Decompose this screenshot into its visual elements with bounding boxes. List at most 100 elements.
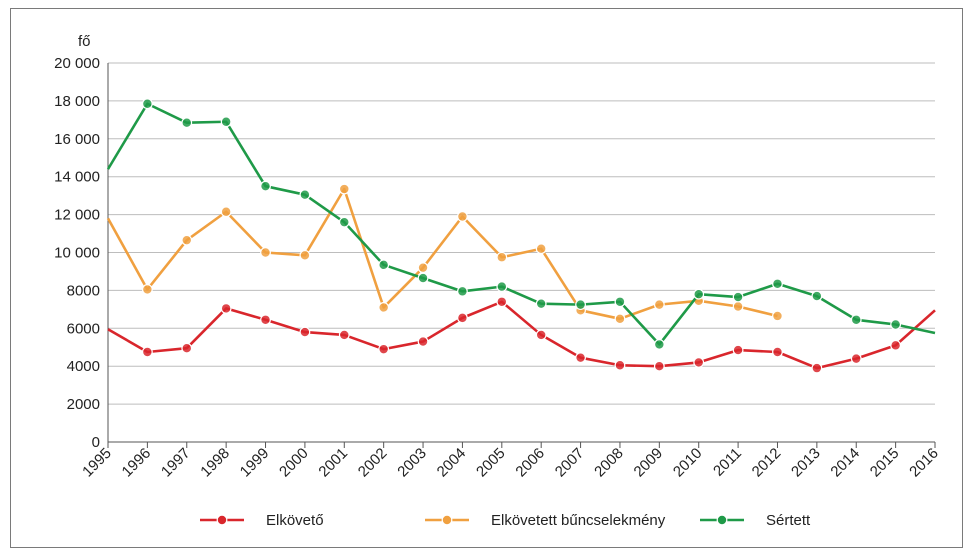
data-point [378,343,390,355]
x-tick-label: 1996 [119,445,155,481]
data-point [220,303,232,314]
data-point [653,339,665,350]
y-tick-label: 20 000 [54,55,100,72]
data-point [693,288,705,300]
legend-item: Elkövető [200,512,324,529]
x-tick-label: 2004 [434,445,470,481]
y-axis-unit-label: fő [78,33,91,50]
data-point [141,346,153,358]
series-line [107,300,936,370]
y-tick-label: 4000 [67,358,100,375]
data-point [496,251,508,263]
data-point [732,291,744,303]
data-point [378,259,390,271]
data-point [614,296,626,308]
x-tick-label: 2000 [276,445,312,481]
series-1 [107,296,936,374]
y-tick-label: 12 000 [54,207,100,224]
data-point [614,359,626,371]
data-point [417,262,429,274]
y-tick-label: 18 000 [54,93,100,110]
data-point [260,180,271,192]
legend-swatch-marker [716,514,728,526]
data-point [496,296,508,308]
data-point [457,211,468,222]
data-point [299,326,311,338]
data-point [457,285,468,297]
data-point [535,243,547,255]
data-point [811,362,823,374]
data-point [417,272,429,284]
data-point [299,249,311,261]
legend-label: Elkövetett bűncselekmény [491,512,666,529]
data-point [299,189,311,201]
data-point [141,284,153,295]
data-point [890,339,902,351]
legend: Elkövető Elkövetett bűncselekmény Sértett [200,512,811,529]
legend-item: Sértett [700,512,811,529]
y-tick-label: 2000 [67,396,100,413]
x-tick-label: 2013 [788,445,824,481]
data-point [220,206,232,218]
x-tick-label: 2006 [512,445,548,481]
legend-label: Sértett [766,512,811,529]
data-point [417,336,429,347]
data-point [732,344,744,356]
x-tick-label: 2014 [827,445,863,481]
data-point [811,290,823,302]
x-tick-label: 2003 [394,445,430,481]
data-point [338,216,350,228]
data-point [338,329,350,341]
chart-frame [10,8,963,548]
gridlines [108,62,935,405]
legend-item: Elkövetett bűncselekmény [425,512,666,529]
y-tick-label: 16 000 [54,131,100,148]
data-point [772,278,783,290]
data-point [693,357,705,368]
x-tick-label: 1997 [158,445,194,481]
data-point [850,353,862,365]
data-point [181,234,193,246]
x-tick-label: 1998 [197,445,233,481]
y-tick-label: 6000 [67,320,100,337]
legend-label: Elkövető [266,512,324,529]
x-tick-label: 2001 [315,445,351,481]
legend-swatch-marker [216,514,228,526]
data-point [260,247,271,258]
data-point [496,281,508,293]
x-tick-label: 2005 [473,445,509,481]
y-tick-label: 0 [92,434,100,451]
data-point [575,352,586,364]
x-tick-label: 2011 [710,445,745,480]
data-point [457,312,468,324]
data-point [772,346,783,358]
data-point [378,302,390,313]
data-point [614,313,626,325]
series-3 [106,98,936,350]
x-tick-label: 2016 [906,445,942,481]
data-point [535,329,547,341]
data-point [653,360,665,372]
data-point [653,299,665,311]
data-point [181,117,193,129]
x-tick-label: 2002 [355,445,391,481]
data-point [850,314,862,326]
data-point [772,310,783,322]
data-point [141,98,153,110]
data-point [260,314,271,326]
x-tick-label: 1999 [237,445,273,481]
x-tick-label: 2007 [552,445,588,481]
data-point [890,319,902,330]
x-tick-label: 2009 [631,445,667,481]
series-line [106,102,936,346]
data-point [181,342,193,354]
data-point [220,116,232,128]
legend-swatch-marker [441,514,453,526]
series-line [106,187,778,321]
y-tick-label: 14 000 [54,169,100,186]
x-tick-label: 2015 [867,445,903,481]
x-tick-label: 2010 [670,445,706,481]
y-tick-label: 10 000 [54,245,100,262]
x-tick-label: 1995 [79,445,115,481]
